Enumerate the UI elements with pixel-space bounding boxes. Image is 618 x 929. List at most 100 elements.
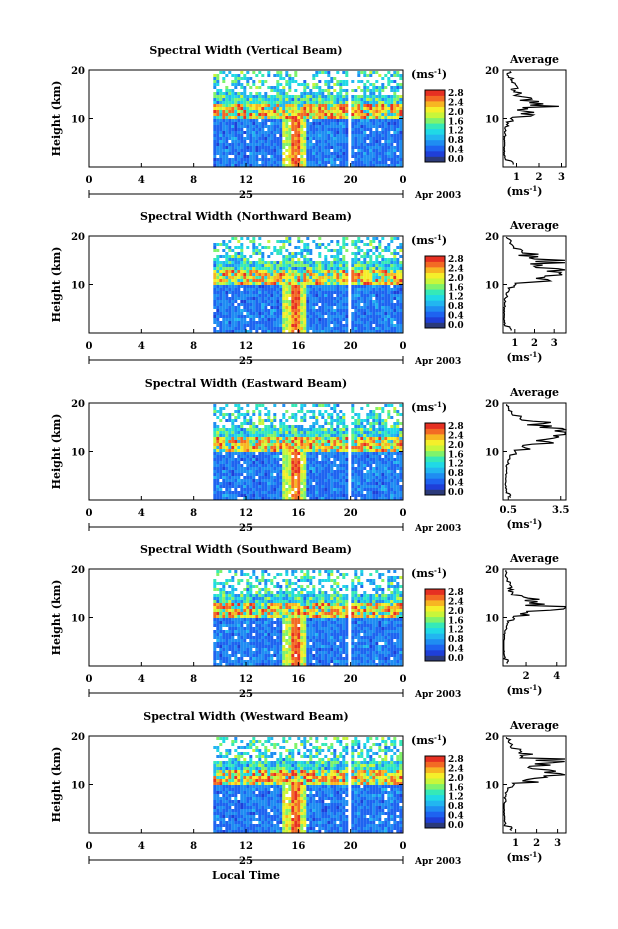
heatmap-cell [264, 327, 268, 330]
heatmap-cell [261, 122, 265, 125]
heatmap-cell [216, 107, 220, 110]
heatmap-cell [306, 258, 310, 261]
heatmap-cell [342, 419, 346, 422]
heatmap-cell [303, 428, 307, 431]
heatmap-cell [294, 267, 298, 270]
heatmap-cell [273, 470, 277, 473]
heatmap-cell [270, 128, 274, 131]
heatmap-cell [216, 312, 220, 315]
heatmap-cell [330, 80, 334, 83]
heatmap-cell [315, 246, 319, 249]
heatmap-cell [300, 440, 304, 443]
heatmap-cell [291, 324, 295, 327]
heatmap-cell [282, 131, 286, 134]
heatmap-cell [234, 122, 238, 125]
heatmap-cell [258, 318, 262, 321]
heatmap-cell [300, 249, 304, 252]
heatmap-cell [270, 125, 274, 128]
heatmap-cell [297, 288, 301, 291]
heatmap-cell [228, 455, 232, 458]
heatmap-cell [255, 98, 259, 101]
heatmap-cell [342, 101, 346, 104]
heatmap-cell [336, 249, 340, 252]
heatmap-cell [282, 125, 286, 128]
heatmap-cell [249, 306, 253, 309]
heatmap-cell [228, 446, 232, 449]
heatmap-cell [378, 288, 382, 291]
heatmap-cell [255, 443, 259, 446]
heatmap-cell [234, 164, 238, 167]
heatmap-cell [219, 419, 223, 422]
heatmap-cell [300, 443, 304, 446]
heatmap-cell [336, 330, 340, 333]
heatmap-cell [372, 267, 376, 270]
heatmap-cell [330, 437, 334, 440]
heatmap-cell [390, 270, 394, 273]
heatmap-cell [228, 134, 232, 137]
heatmap-cell [264, 107, 268, 110]
heatmap-cell [375, 315, 379, 318]
heatmap-cell [321, 437, 325, 440]
heatmap-cell [381, 285, 385, 288]
heatmap-cell [270, 155, 274, 158]
heatmap-cell [216, 285, 220, 288]
heatmap-cell [273, 246, 277, 249]
heatmap-cell [249, 119, 253, 122]
heatmap-cell [246, 134, 250, 137]
heatmap-cell [381, 143, 385, 146]
heatmap-cell [279, 419, 283, 422]
heatmap-cell [279, 315, 283, 318]
heatmap-cell [273, 155, 277, 158]
heatmap-cell [291, 270, 295, 273]
heatmap-cell [342, 497, 346, 500]
heatmap-cell [270, 140, 274, 143]
heatmap-cell [300, 288, 304, 291]
heatmap-cell [279, 240, 283, 243]
heatmap-cell [354, 143, 358, 146]
heatmap-cell [285, 446, 289, 449]
heatmap-cell [216, 473, 220, 476]
heatmap-cell [318, 107, 322, 110]
heatmap-cell [342, 425, 346, 428]
heatmap-cell [375, 431, 379, 434]
heatmap-cell [222, 152, 226, 155]
heatmap-cell [270, 164, 274, 167]
heatmap-cell [357, 74, 361, 77]
heatmap-cell [252, 279, 256, 282]
heatmap-cell [384, 324, 388, 327]
heatmap-cell [303, 258, 307, 261]
heatmap-cell [378, 312, 382, 315]
heatmap-cell [237, 149, 241, 152]
heatmap-cell [363, 155, 367, 158]
heatmap-cell [288, 464, 292, 467]
heatmap-cell [306, 312, 310, 315]
heatmap-cell [306, 143, 310, 146]
heatmap-cell [312, 425, 316, 428]
beam-panel: Spectral Width (Vertical Beam)Height (km… [50, 44, 567, 201]
heatmap-cell [216, 116, 220, 119]
heatmap-cell [225, 467, 229, 470]
heatmap-cell [381, 119, 385, 122]
heatmap-cell [375, 288, 379, 291]
heatmap-cell [381, 255, 385, 258]
heatmap-cell [243, 458, 247, 461]
heatmap-cell [363, 285, 367, 288]
heatmap-cell [249, 312, 253, 315]
heatmap-cell [378, 291, 382, 294]
heatmap-cell [318, 494, 322, 497]
heatmap-cell [267, 485, 271, 488]
heatmap-cell [285, 270, 289, 273]
heatmap-cell [258, 410, 262, 413]
heatmap-cell [294, 297, 298, 300]
heatmap-cell [360, 122, 364, 125]
heatmap-cell [378, 252, 382, 255]
heatmap-cell [339, 473, 343, 476]
heatmap-cell [246, 446, 250, 449]
heatmap-cell [276, 155, 280, 158]
heatmap-cell [228, 92, 232, 95]
heatmap-cell [315, 92, 319, 95]
heatmap-cell [396, 330, 400, 333]
heatmap-cell [315, 470, 319, 473]
heatmap-cell [327, 440, 331, 443]
heatmap-cell [366, 149, 370, 152]
